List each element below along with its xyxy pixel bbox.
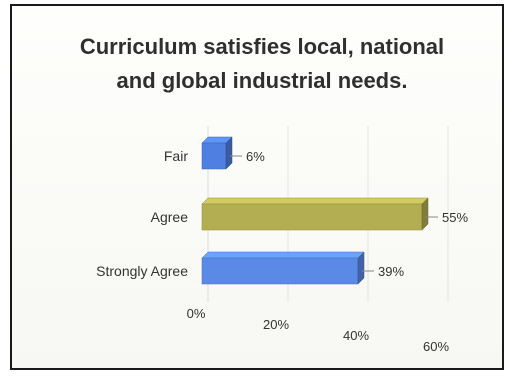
- bar-top-face: [201, 197, 429, 205]
- category-label: Agree: [151, 209, 189, 225]
- category-label: Strongly Agree: [96, 263, 188, 279]
- bar-end-face: [421, 197, 429, 231]
- data-label: 39%: [378, 264, 404, 279]
- bar-top-face: [201, 251, 365, 259]
- bar-front-face: [201, 203, 423, 231]
- bar-chart: Curriculum satisfies local, national and…: [12, 6, 502, 368]
- bar-end-face: [357, 251, 365, 285]
- chart-background: [12, 6, 502, 368]
- chart-frame: Curriculum satisfies local, national and…: [10, 4, 504, 370]
- bar-fair: [201, 136, 233, 170]
- x-axis-ticks: 0% 20% 40% 60%: [187, 306, 450, 354]
- bar-front-face: [201, 142, 227, 170]
- x-tick-label: 60%: [423, 339, 449, 354]
- bar-strongly-agree: [201, 251, 365, 285]
- bars: [201, 136, 429, 285]
- data-label: 6%: [246, 149, 265, 164]
- chart-title-line-1: Curriculum satisfies local, national: [80, 34, 444, 59]
- x-tick-label: 40%: [343, 328, 369, 343]
- chart-title-line-2: and global industrial needs.: [117, 68, 408, 93]
- data-label: 55%: [442, 210, 468, 225]
- bar-front-face: [201, 257, 359, 285]
- x-tick-label: 20%: [263, 317, 289, 332]
- bar-agree: [201, 197, 429, 231]
- category-labels: Fair Agree Strongly Agree: [96, 148, 188, 279]
- bar-end-face: [225, 136, 233, 170]
- category-label: Fair: [164, 148, 188, 164]
- data-labels: 6% 55% 39%: [230, 149, 468, 279]
- x-tick-label: 0%: [187, 306, 206, 321]
